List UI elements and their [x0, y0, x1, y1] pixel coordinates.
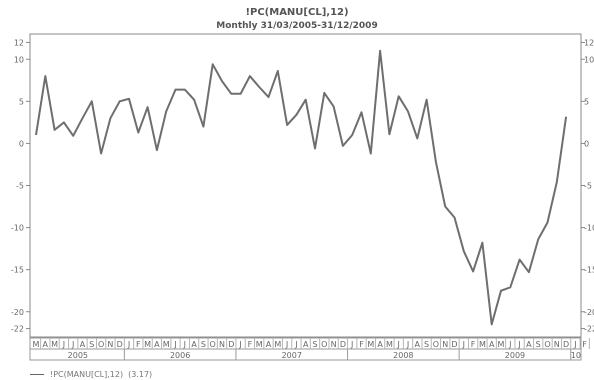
x-month-label: A [266, 340, 272, 349]
x-month-label: A [415, 340, 421, 349]
y-tick-label-right: -5 [584, 182, 592, 191]
y-tick-label-left: -10 [11, 224, 24, 233]
x-month-label: F [582, 340, 587, 349]
x-month-label: A [191, 340, 197, 349]
x-month-label: M [367, 340, 374, 349]
x-month-label: D [117, 340, 123, 349]
legend-swatch [30, 374, 44, 375]
y-tick-label-left: 10 [14, 55, 24, 64]
x-month-label: J [127, 340, 130, 349]
x-month-label: D [228, 340, 234, 349]
legend-last-value: (3.17) [128, 370, 153, 379]
x-year-label: 2005 [68, 351, 88, 360]
x-year-label: 2007 [282, 351, 302, 360]
x-month-label: J [573, 340, 576, 349]
x-month-label: S [312, 340, 317, 349]
x-month-label: N [107, 340, 113, 349]
y-tick-label-left: -5 [16, 182, 24, 191]
y-tick-label-right: 0 [584, 139, 589, 148]
x-month-label: F [471, 340, 476, 349]
y-tick-label-right: 12 [584, 38, 594, 47]
x-month-label: A [43, 340, 49, 349]
y-tick-label-right: 10 [584, 55, 594, 64]
y-tick-label-right: -22 [584, 325, 594, 334]
chart-subtitle: Monthly 31/03/2005-31/12/2009 [216, 21, 378, 31]
y-tick-label-left: 0 [19, 139, 24, 148]
x-month-label: J [508, 340, 511, 349]
x-month-label: M [256, 340, 263, 349]
x-month-label: O [544, 340, 550, 349]
x-month-label: S [424, 340, 429, 349]
plot-frame [29, 33, 582, 338]
y-tick-label-right: -15 [584, 266, 594, 275]
x-month-label: N [554, 340, 560, 349]
x-month-label: J [183, 340, 186, 349]
x-month-label: D [563, 340, 569, 349]
x-month-label: A [489, 340, 495, 349]
x-month-label: J [173, 340, 176, 349]
x-month-label: N [331, 340, 337, 349]
x-month-label: N [219, 340, 225, 349]
x-month-label: O [98, 340, 104, 349]
x-year-label: 2006 [170, 351, 190, 360]
x-month-label: O [433, 340, 439, 349]
y-tick-label-left: 5 [19, 97, 24, 106]
series-line [35, 49, 568, 326]
x-month-label: A [526, 340, 532, 349]
x-month-label: F [248, 340, 253, 349]
x-month-label: A [154, 340, 160, 349]
x-month-label: M [479, 340, 486, 349]
x-month-label: F [136, 340, 141, 349]
x-month-label: O [210, 340, 216, 349]
x-month-label: A [80, 340, 86, 349]
x-month-label: S [201, 340, 206, 349]
y-tick-label-left: 12 [14, 38, 24, 47]
x-month-label: J [397, 340, 400, 349]
y-tick-label-right: 5 [584, 97, 589, 106]
x-month-label: S [536, 340, 541, 349]
x-month-label: J [517, 340, 520, 349]
x-month-label: N [442, 340, 448, 349]
x-month-label: A [377, 340, 383, 349]
x-year-label: 2009 [505, 351, 525, 360]
x-month-label: J [462, 340, 465, 349]
y-tick-label-left: -15 [11, 266, 24, 275]
x-month-label: M [144, 340, 151, 349]
x-month-label: J [406, 340, 409, 349]
x-month-label: J [294, 340, 297, 349]
chart-title: !PC(MANU[CL],12) [245, 7, 349, 18]
x-month-label: J [62, 340, 65, 349]
x-month-label: J [71, 340, 74, 349]
x-month-label: A [303, 340, 309, 349]
x-year-label: 10 [571, 351, 581, 360]
x-month-label: M [163, 340, 170, 349]
legend: !PC(MANU[CL],12) (3.17) [30, 370, 152, 379]
x-month-label: M [386, 340, 393, 349]
x-month-label: M [51, 340, 58, 349]
x-month-label: S [89, 340, 94, 349]
x-year-label: 2008 [393, 351, 413, 360]
x-month-label: D [451, 340, 457, 349]
y-tick-label-left: -20 [11, 308, 24, 317]
x-month-label: M [274, 340, 281, 349]
x-month-label: O [321, 340, 327, 349]
y-tick-label-left: -22 [11, 325, 24, 334]
y-tick-label-right: -10 [584, 224, 594, 233]
x-month-label: F [359, 340, 364, 349]
x-month-label: M [33, 340, 40, 349]
x-month-label: J [285, 340, 288, 349]
y-tick-label-right: -20 [584, 308, 594, 317]
x-month-label: M [498, 340, 505, 349]
x-month-label: J [238, 340, 241, 349]
x-month-label: D [340, 340, 346, 349]
x-month-label: J [350, 340, 353, 349]
legend-series-name: !PC(MANU[CL],12) [50, 370, 124, 379]
